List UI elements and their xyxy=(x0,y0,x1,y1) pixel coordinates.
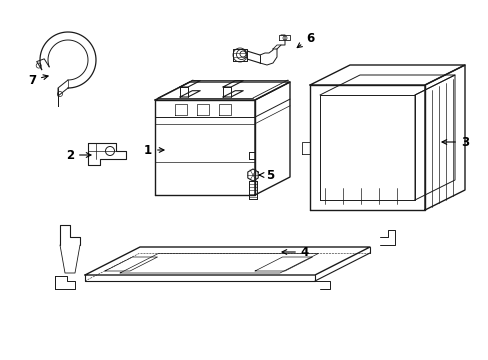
Text: 7: 7 xyxy=(28,73,48,86)
Text: 3: 3 xyxy=(441,135,468,149)
Text: 1: 1 xyxy=(143,144,163,157)
Text: 5: 5 xyxy=(259,168,274,181)
Text: 6: 6 xyxy=(297,32,313,48)
Text: 4: 4 xyxy=(282,246,308,258)
Text: 2: 2 xyxy=(66,149,91,162)
